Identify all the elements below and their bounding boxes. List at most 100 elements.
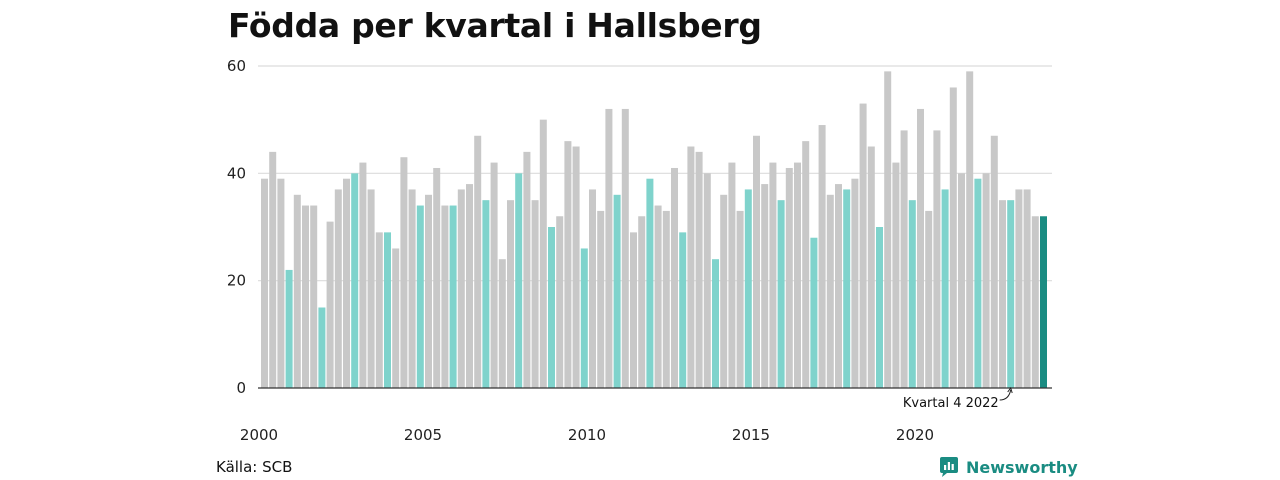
bar (1031, 216, 1039, 388)
bar (384, 232, 391, 388)
bar (523, 151, 531, 388)
bar (334, 189, 342, 388)
bar (392, 248, 400, 388)
bar (277, 178, 285, 388)
bar (843, 189, 851, 388)
bar (482, 200, 490, 388)
bar (1015, 189, 1023, 388)
y-tick-label: 0 (236, 379, 246, 397)
bar (933, 130, 941, 388)
bar (736, 210, 744, 388)
chart-title: Födda per kvartal i Hallsberg (228, 6, 762, 45)
bar (941, 189, 949, 388)
bar (613, 194, 621, 388)
bar (851, 178, 859, 388)
bar (515, 173, 523, 388)
bar (343, 178, 350, 388)
bar (261, 178, 268, 388)
bar (859, 103, 867, 389)
bar (654, 205, 662, 388)
bar (375, 232, 383, 388)
bar (351, 173, 359, 388)
bar (720, 194, 728, 388)
bar (498, 259, 506, 388)
bar (925, 210, 933, 388)
bar-highlighted (1040, 216, 1047, 388)
bar (507, 200, 514, 388)
bar (457, 189, 465, 388)
bar (367, 189, 375, 388)
bar (359, 162, 367, 388)
bar (958, 173, 965, 388)
bar (769, 162, 777, 388)
y-tick-label: 60 (227, 57, 246, 75)
newsworthy-logo-icon (940, 457, 958, 477)
bar (794, 162, 801, 388)
bar (744, 189, 752, 388)
bar (712, 259, 719, 388)
bar (892, 162, 900, 388)
bar (621, 108, 629, 388)
bar (999, 200, 1006, 388)
bar (908, 200, 916, 388)
bar (867, 146, 875, 388)
bar (917, 108, 924, 388)
bar (646, 178, 654, 388)
bar (441, 205, 449, 388)
bar (589, 189, 596, 388)
bar (671, 167, 678, 388)
bar (884, 71, 892, 388)
bar (949, 87, 957, 388)
bar (695, 151, 703, 388)
bar (400, 157, 408, 388)
bar (269, 151, 277, 388)
bar (662, 210, 670, 388)
brand-name: Newsworthy (966, 457, 1078, 477)
bar (802, 141, 810, 388)
bar (785, 167, 793, 388)
bar (580, 248, 588, 388)
bar (605, 108, 613, 388)
bar (810, 237, 818, 388)
source-note: Källa: SCB (216, 458, 293, 476)
brand-logo: Newsworthy (938, 456, 1078, 478)
bar (408, 189, 416, 388)
bar (638, 216, 646, 388)
y-tick-label: 20 (227, 272, 246, 290)
x-tick-label: 2010 (568, 426, 606, 444)
bar (761, 184, 769, 388)
bar (310, 205, 318, 388)
bar (835, 184, 842, 388)
bar (302, 205, 309, 388)
annotation-arrow (999, 389, 1012, 401)
bar (416, 205, 424, 388)
y-tick-label: 40 (227, 164, 246, 182)
bar (556, 216, 564, 388)
bar (687, 146, 695, 388)
bar (990, 135, 998, 388)
bar (466, 184, 473, 388)
bar (326, 221, 334, 388)
bar (966, 71, 974, 388)
bar (433, 167, 441, 388)
bar (630, 232, 637, 388)
bar (900, 130, 908, 388)
bar (531, 200, 539, 388)
annotation-arrowhead (1007, 386, 1013, 394)
bar (597, 210, 605, 388)
bar (548, 227, 555, 388)
bar (703, 173, 711, 388)
bar (753, 135, 760, 388)
x-tick-label: 2015 (732, 426, 770, 444)
bar (826, 194, 834, 388)
x-tick-label: 2020 (896, 426, 934, 444)
bar (728, 162, 736, 388)
bar (285, 269, 293, 388)
bar (425, 194, 432, 388)
bar (474, 135, 482, 388)
bar (974, 178, 982, 388)
bar (539, 119, 547, 389)
bar (777, 200, 785, 388)
bar (449, 205, 457, 388)
